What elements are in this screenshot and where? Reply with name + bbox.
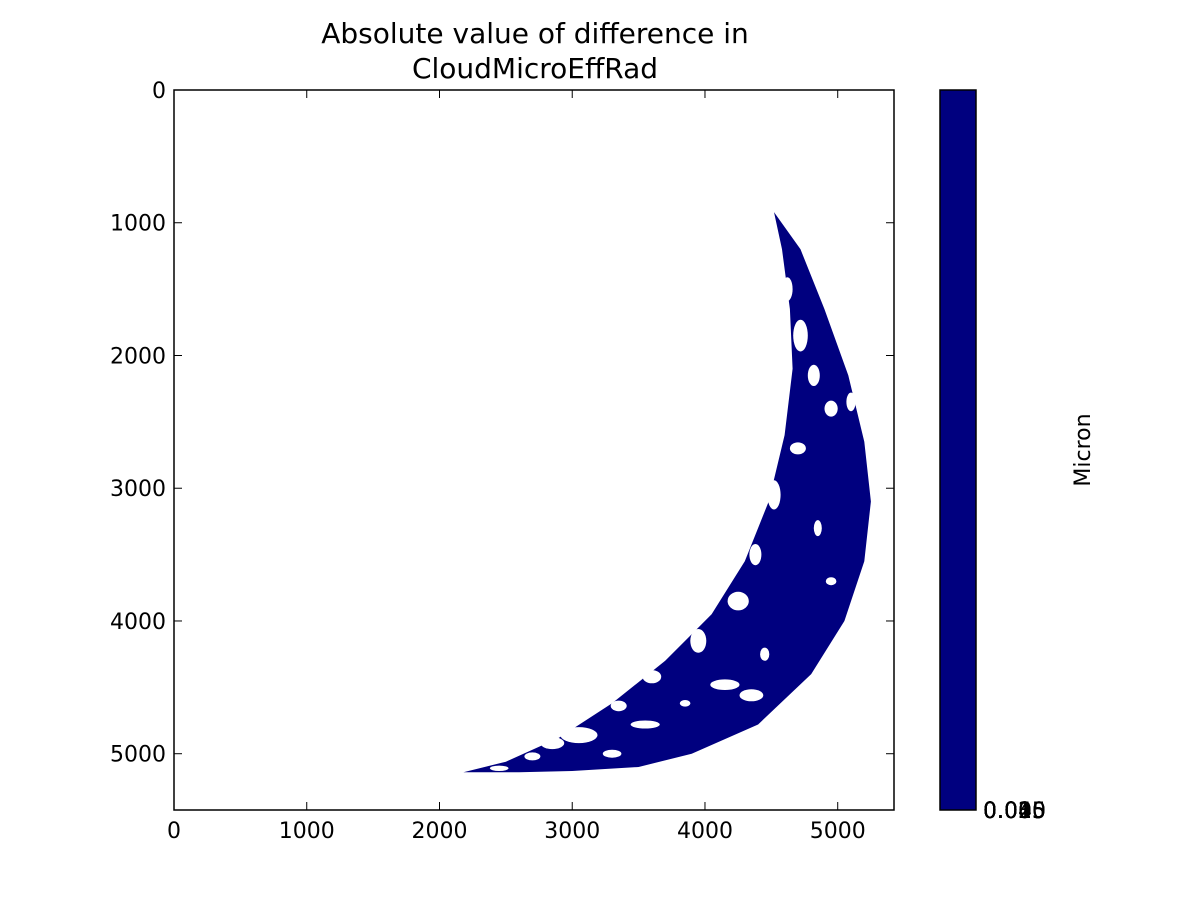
- data-gap-6: [749, 544, 762, 566]
- data-gap-7: [727, 591, 749, 611]
- data-gap-19: [846, 392, 856, 412]
- data-gap-21: [760, 647, 770, 661]
- colorbar-tick-label: 0.035: [983, 799, 1046, 824]
- colorbar-label: Micron: [1071, 413, 1096, 486]
- data-gap-0: [782, 277, 793, 301]
- data-gap-23: [489, 765, 509, 771]
- data-gap-15: [630, 720, 660, 729]
- data-gap-1: [793, 319, 808, 352]
- data-gap-20: [825, 577, 837, 586]
- colorbar-tick-label: 0.025: [983, 799, 1046, 824]
- data-gap-11: [710, 679, 740, 690]
- colorbar-tick-label: 0.015: [983, 799, 1046, 824]
- y-tick-label: 4000: [110, 610, 166, 635]
- data-gap-3: [824, 400, 838, 417]
- y-axis: 0 1000 2000 3000 4000 5000: [110, 79, 894, 768]
- chart-title-line-1: Absolute value of difference in: [321, 17, 749, 50]
- data-gap-16: [524, 752, 541, 761]
- y-tick-label: 1000: [110, 212, 166, 237]
- data-region: [463, 212, 871, 773]
- y-tick-label: 5000: [110, 743, 166, 768]
- data-gap-10: [610, 700, 627, 712]
- x-tick-label: 2000: [411, 819, 467, 844]
- data-layer: [463, 212, 871, 773]
- y-tick-label: 0: [152, 79, 166, 104]
- x-tick-label: 3000: [544, 819, 600, 844]
- data-gap-2: [807, 364, 820, 386]
- data-gap-12: [739, 689, 764, 702]
- data-gap-13: [560, 727, 598, 744]
- data-gap-14: [540, 737, 565, 750]
- data-gap-9: [642, 670, 662, 684]
- colorbar-fill: [939, 89, 977, 811]
- chart-title-line-2: CloudMicroEffRad: [412, 52, 658, 85]
- data-gap-22: [679, 700, 691, 707]
- data-gap-5: [767, 480, 781, 510]
- colorbar-tick-label: 0.000: [983, 799, 1046, 824]
- data-gap-8: [690, 629, 707, 653]
- x-tick-label: 4000: [677, 819, 733, 844]
- data-gap-18: [813, 520, 822, 537]
- x-tick-label: 1000: [279, 819, 335, 844]
- data-gap-4: [789, 442, 806, 455]
- x-tick-label: 5000: [810, 819, 866, 844]
- colorbar-tick-label: 0.045: [983, 799, 1046, 824]
- colorbar-tick-label: 0.005: [983, 799, 1046, 824]
- plot-frame: [173, 89, 895, 811]
- plot-area: 0 1000 2000 3000 4000 5000 0 1000 2000 3000 4000 5…: [110, 79, 895, 844]
- y-tick-label: 2000: [110, 344, 166, 369]
- y-tick-label: 3000: [110, 477, 166, 502]
- data-gap-17: [602, 749, 622, 758]
- x-tick-label: 0: [167, 819, 181, 844]
- colorbar-tick-label: 0.010: [983, 799, 1046, 824]
- x-axis: 0 1000 2000 3000 4000 5000: [167, 90, 866, 844]
